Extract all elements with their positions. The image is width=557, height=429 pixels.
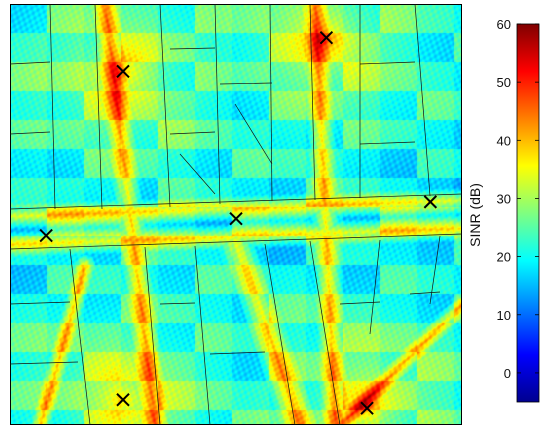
transmitter-marker	[229, 212, 243, 226]
building-outline	[10, 301, 71, 305]
colorbar-tick-label: 0	[504, 366, 511, 381]
building-outline	[219, 82, 273, 85]
building-outline	[369, 239, 381, 335]
building-outline	[309, 240, 341, 425]
building-outline	[414, 4, 431, 197]
building-outline	[179, 153, 216, 195]
building-outline	[10, 361, 79, 365]
building-outline	[339, 301, 381, 305]
colorbar-tick-label: 60	[497, 17, 511, 32]
building-outline	[359, 61, 416, 65]
building-outline	[49, 4, 56, 210]
transmitter-marker	[360, 401, 374, 415]
building-outline	[10, 193, 462, 210]
building-outline	[429, 235, 441, 305]
transmitter-marker	[423, 195, 438, 209]
transmitter-marker	[39, 228, 53, 243]
colorbar-tick-label: 30	[497, 191, 511, 206]
building-outline	[159, 4, 171, 208]
building-outline	[144, 246, 161, 425]
building-outline	[10, 61, 51, 65]
building-outline	[214, 4, 221, 205]
building-outline	[159, 302, 196, 305]
map-frame	[10, 4, 462, 425]
building-outline	[94, 4, 103, 210]
building-outline	[10, 233, 462, 250]
building-outline	[234, 103, 273, 165]
building-outline	[269, 4, 273, 202]
building-outline	[169, 47, 216, 50]
transmitter-marker	[116, 393, 130, 407]
sinr-heatmap	[10, 4, 462, 425]
transmitter-marker	[116, 64, 130, 79]
building-outline	[264, 243, 296, 425]
building-outline	[69, 248, 91, 425]
building-outline	[359, 141, 416, 145]
colorbar-tick-label: 50	[497, 75, 511, 90]
transmitter-marker	[319, 30, 334, 45]
building-outline	[309, 4, 316, 201]
building-overlay	[10, 4, 462, 425]
colorbar-tick-label: 40	[497, 133, 511, 148]
colorbar-tick-label: 20	[497, 250, 511, 265]
building-outline	[409, 291, 441, 295]
building-outline	[10, 131, 51, 135]
colorbar-label: SINR (dB)	[467, 183, 483, 247]
building-outline	[169, 131, 216, 135]
colorbar-tick-label: 10	[497, 308, 511, 323]
building-outline	[194, 245, 211, 425]
colorbar-ticks: 0 10 20 30 40 50 60	[497, 17, 539, 381]
colorbar	[516, 23, 540, 403]
building-outline	[209, 351, 266, 355]
